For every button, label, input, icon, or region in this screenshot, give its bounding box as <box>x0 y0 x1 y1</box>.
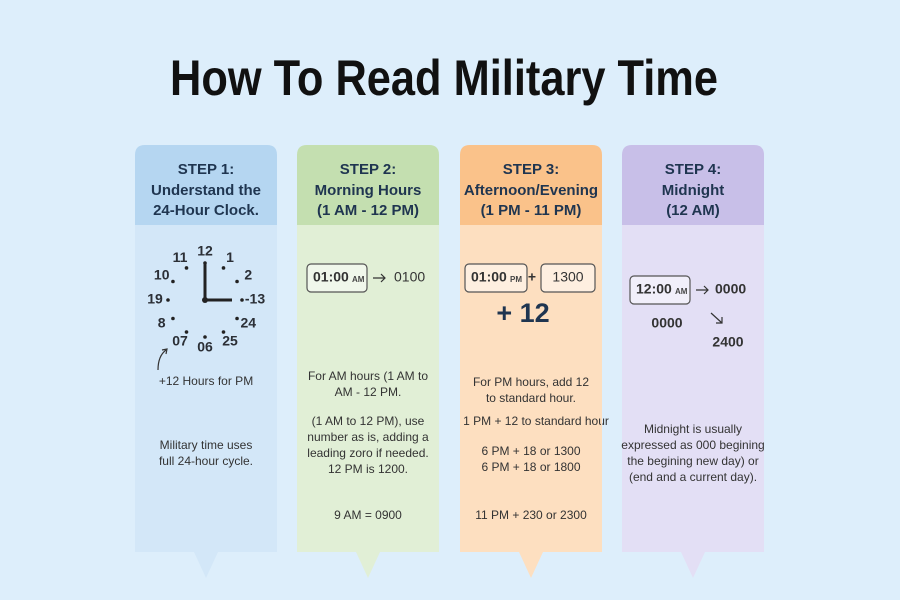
clock-number: 2 <box>244 267 252 283</box>
title: How To Read Military Time <box>170 50 718 106</box>
time: 01:00 <box>313 269 349 285</box>
arrow-head <box>161 348 168 355</box>
text: to standard hour. <box>486 391 576 405</box>
clock-dot <box>221 266 226 270</box>
note: full 24-hour cycle. <box>159 454 253 468</box>
text: 6 PM + 18 or 1300 <box>481 444 580 458</box>
text: the begining new day) or <box>627 454 758 468</box>
clock-dot <box>203 261 207 265</box>
text: 1 PM + 12 to standard hour <box>463 414 609 428</box>
card-header <box>622 145 764 225</box>
text: AM - 12 PM. <box>335 385 402 399</box>
clock-dot <box>240 298 244 302</box>
card-body <box>135 225 277 578</box>
step-heading: 24-Hour Clock. <box>153 202 259 219</box>
clock-number: 06 <box>197 339 213 355</box>
step-label: STEP 4: <box>665 161 721 178</box>
clock-dot <box>203 335 207 339</box>
time: 01:00 <box>471 269 507 285</box>
clock-center <box>202 297 208 303</box>
clock-number: 8 <box>158 315 166 331</box>
card-header <box>297 145 439 225</box>
card <box>622 145 764 578</box>
clock-number: 07 <box>172 332 188 348</box>
step-label: STEP 2: <box>340 161 396 178</box>
result-box <box>540 263 596 293</box>
clock-number: 10 <box>154 267 170 283</box>
text: 6 PM + 18 or 1800 <box>481 460 580 474</box>
result: 0000 <box>715 281 746 297</box>
card <box>460 145 602 578</box>
card-header <box>135 145 277 225</box>
text: leading zoro if needed. <box>307 446 428 460</box>
step-heading: Midnight <box>662 182 724 199</box>
text: expressed as 000 begining <box>621 438 764 452</box>
step-heading: Understand the <box>151 182 261 199</box>
clock-dot <box>171 279 175 284</box>
step-heading: (1 PM - 11 PM) <box>481 202 582 219</box>
text: For PM hours, add 12 <box>473 375 589 389</box>
caption: +12 Hours for PM <box>159 374 253 388</box>
clock-dot <box>166 298 170 302</box>
clock-number: 11 <box>173 249 188 265</box>
clock-number: 25 <box>222 332 238 348</box>
step-label: STEP 1: <box>178 161 234 178</box>
clip-edge <box>601 410 602 434</box>
clock-number: 19 <box>147 291 163 307</box>
suffix: PM <box>510 275 522 284</box>
step-label: STEP 3: <box>503 161 559 178</box>
card-header <box>460 145 602 225</box>
card <box>297 145 439 578</box>
text: 12 PM is 1200. <box>328 462 408 476</box>
suffix: AM <box>675 287 688 296</box>
add-twelve: + 12 <box>496 298 549 328</box>
clock-dot <box>221 330 226 334</box>
card-body <box>297 225 439 578</box>
arrow <box>696 285 709 295</box>
arrow <box>710 312 723 324</box>
clock-dot <box>235 279 239 284</box>
time-box <box>306 263 368 293</box>
clock-dot <box>184 330 189 334</box>
text: (1 AM to 12 PM), use <box>312 414 425 428</box>
result: 1300 <box>552 269 583 285</box>
clock-number: 24 <box>241 315 257 331</box>
card-body <box>460 225 602 578</box>
step-heading: Afternoon/Evening <box>464 182 598 199</box>
step-heading: Morning Hours <box>315 182 422 199</box>
suffix: AM <box>352 275 365 284</box>
clock-dot <box>184 266 189 270</box>
text: Midnight is usually <box>644 422 742 436</box>
clock-number: 1 <box>226 249 234 265</box>
clock-dot <box>235 316 239 321</box>
step-heading: (12 AM) <box>666 202 720 219</box>
curved-arrow <box>157 349 167 371</box>
example: 11 PM + 230 or 2300 <box>475 508 587 522</box>
card-body <box>622 225 764 578</box>
time: 12:00 <box>636 281 672 297</box>
note: Military time uses <box>160 438 253 452</box>
clock-dot <box>171 316 175 321</box>
alt-to: 2400 <box>712 334 743 350</box>
text: (end and a current day). <box>629 470 757 484</box>
alt-from: 0000 <box>651 315 682 331</box>
clock-number: 12 <box>197 243 213 259</box>
clock-number: -13 <box>245 291 265 307</box>
text: number as is, adding a <box>307 430 429 444</box>
time-box <box>464 263 528 293</box>
example: 9 AM = 0900 <box>334 508 402 522</box>
result: 0100 <box>394 269 425 285</box>
arrow <box>373 273 386 283</box>
time-box <box>629 275 691 305</box>
step-heading: (1 AM - 12 PM) <box>317 202 419 219</box>
card <box>135 145 277 578</box>
text: For AM hours (1 AM to <box>308 369 428 383</box>
plus: + <box>528 269 536 285</box>
